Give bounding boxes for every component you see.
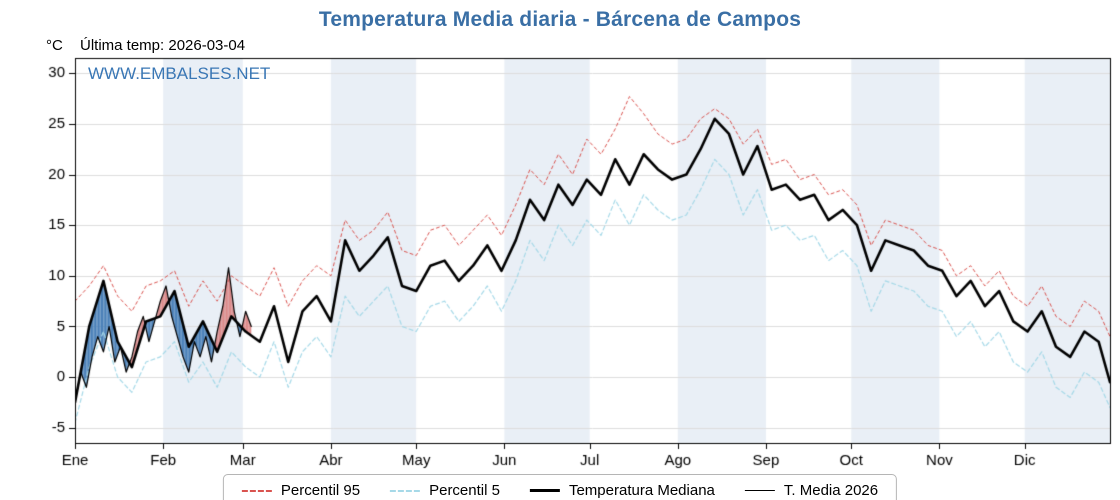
percentil-95-line-swatch — [241, 489, 272, 492]
legend-item-percentil-95: Percentil 95 — [241, 482, 361, 499]
chart-title: Temperatura Media diaria - Bárcena de Ca… — [318, 8, 802, 31]
legend-item-media-2026: T. Media 2026 — [744, 482, 879, 499]
mediana-line-swatch — [529, 489, 560, 492]
legend-box: Percentil 95 Percentil 5 Temperatura Med… — [222, 474, 898, 500]
last-temp-label: Última temp: 2026-03-04 — [80, 37, 246, 54]
legend-label: T. Media 2026 — [783, 482, 879, 499]
media-2026-line-swatch — [744, 490, 775, 491]
watermark-text: WWW.EMBALSES.NET — [88, 64, 271, 83]
legend-label: Temperatura Mediana — [568, 482, 715, 499]
y-axis-unit-label: °C — [46, 37, 63, 54]
legend-item-percentil-5: Percentil 5 — [390, 482, 500, 499]
percentil-5-line-swatch — [390, 489, 421, 492]
legend-label: Percentil 5 — [429, 482, 500, 499]
legend-item-mediana: Temperatura Mediana — [529, 482, 715, 499]
legend-label: Percentil 95 — [280, 482, 361, 499]
